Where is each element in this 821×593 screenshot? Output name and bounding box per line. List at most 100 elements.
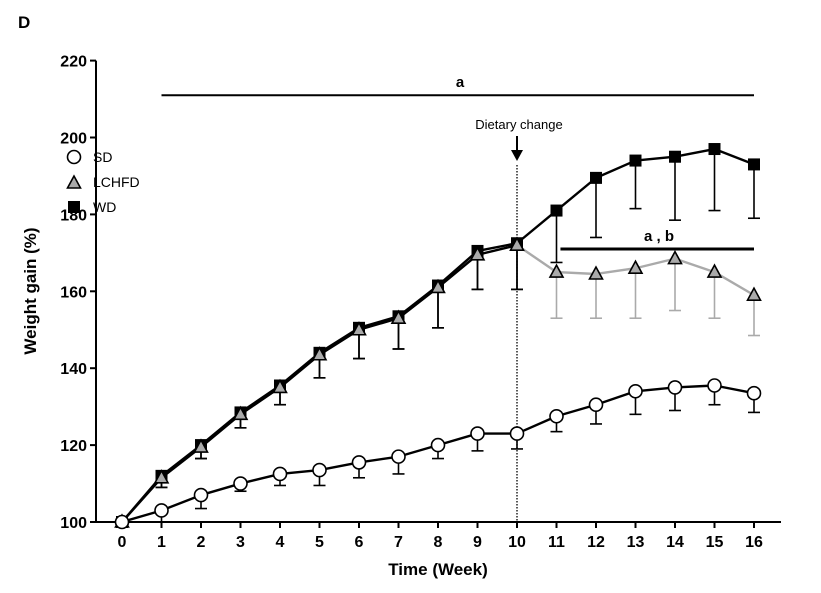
series-line-wd [634,155,677,162]
series-line-wd [239,384,282,414]
x-tick-label: 2 [197,534,206,551]
data-point-lchfd [351,321,367,336]
legend-label-lchfd: LCHFD [93,174,140,190]
series-line-wd [357,315,400,330]
x-tick-label: 3 [236,534,245,551]
series-line-wd [318,326,361,355]
significance-label-ab: a , b [644,228,674,245]
data-point-sd [707,378,722,393]
data-point-wd [590,171,602,184]
x-tick-label: 13 [627,534,645,551]
x-tick-label: 1 [157,534,166,551]
series-line-lchfd [634,257,677,270]
series-line-wd [160,443,203,478]
data-point-lchfd [509,236,525,251]
data-point-wd [550,204,563,217]
data-point-sd [154,503,169,518]
data-point-sd [470,426,485,441]
y-tick-label: 200 [60,131,87,148]
data-point-sd [549,408,564,424]
series-line-wd [555,176,598,212]
y-tick-label: 160 [60,284,87,301]
series-layer [114,143,762,530]
data-point-lchfd [311,346,328,361]
x-tick-label: 4 [276,534,285,551]
x-tick-label: 10 [508,534,526,551]
series-line-lchfd [357,317,400,331]
data-point-lchfd [667,249,683,265]
series-line-wd [476,242,519,253]
data-point-sd [114,514,130,530]
legend-marker-wd [68,201,80,213]
data-point-sd [233,476,248,491]
legend: SD LCHFD WD [66,149,140,215]
x-tick-label: 12 [587,534,605,551]
data-point-wd [669,150,681,163]
series-line-lchfd [555,270,598,276]
series-line-lchfd [476,243,519,256]
data-point-sd [351,455,367,470]
data-point-sd [588,397,604,413]
series-line-wd [515,209,558,245]
x-tick-label: 6 [355,534,364,551]
series-line-lchfd [673,257,716,274]
significance-label-a: a [456,74,465,91]
annotations: a a , b Dietary change [161,74,754,522]
x-tick-label: 9 [473,534,482,551]
data-point-sd [391,449,406,464]
series-line-wd [397,284,440,318]
data-point-sd [628,383,643,399]
data-point-sd [272,466,288,482]
dietary-change-arrow-head [511,150,523,161]
data-point-sd [746,385,762,401]
x-tick-label: 8 [434,534,443,551]
y-tick-label: 120 [60,438,87,455]
x-tick-label: 0 [118,534,127,551]
data-point-sd [667,380,683,395]
data-point-wd [708,143,721,156]
x-tick-label: 14 [666,534,684,551]
legend-label-wd: WD [93,199,116,215]
series-line-wd [673,147,716,158]
data-point-lchfd [548,263,565,278]
data-point-lchfd [153,469,170,484]
y-axis-title: Weight gain (%) [21,227,40,354]
data-point-lchfd [232,405,249,421]
data-point-sd [509,426,525,441]
data-point-wd [748,158,760,171]
x-tick-label: 7 [394,534,403,551]
data-point-lchfd [390,309,407,325]
data-point-lchfd [430,278,446,294]
panel-label: D [18,13,30,32]
data-point-sd [312,462,327,478]
data-point-lchfd [469,246,486,261]
data-point-lchfd [272,378,288,394]
series-line-wd [713,147,756,166]
legend-marker-sd [66,149,82,165]
data-point-lchfd [706,263,723,278]
data-point-wd [629,154,642,167]
x-tick-label: 15 [706,534,724,551]
series-line-wd [594,159,637,180]
x-tick-label: 11 [548,534,565,551]
x-tick-label: 5 [315,534,324,551]
legend-marker-lchfd [66,174,82,189]
data-point-lchfd [746,286,762,301]
y-tick-label: 180 [60,207,87,224]
y-tick-label: 220 [60,54,87,71]
data-point-lchfd [193,438,209,453]
data-point-sd [193,487,209,503]
dietary-change-label: Dietary change [475,117,562,132]
data-point-lchfd [627,259,644,275]
series-line-wd [436,249,479,287]
x-axis-title: Time (Week) [388,560,488,579]
data-point-sd [430,437,446,453]
x-tick-label: 16 [745,534,763,551]
y-tick-label: 140 [60,361,87,378]
legend-label-sd: SD [93,149,112,165]
data-point-lchfd [588,265,604,280]
y-tick-label: 100 [60,515,87,532]
series-line-lchfd [594,267,637,276]
